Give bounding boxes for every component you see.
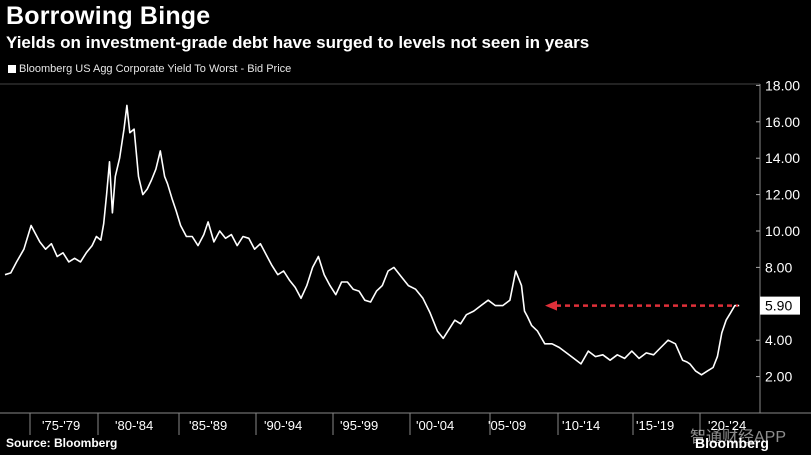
callout-label-box xyxy=(760,296,800,315)
brand-logo: Bloomberg xyxy=(695,435,769,451)
legend-label: Bloomberg US Agg Corporate Yield To Wors… xyxy=(19,63,292,75)
y-tick-label: 16.00 xyxy=(765,114,800,130)
series-layer xyxy=(4,104,740,376)
x-tick-label: '15-'19 xyxy=(636,418,674,433)
series-line xyxy=(4,104,740,376)
y-tick-label: 8.00 xyxy=(765,259,792,275)
y-tick-label: 12.00 xyxy=(765,187,800,203)
y-tick-label: 2.00 xyxy=(765,369,792,385)
x-tick-label: '90-'94 xyxy=(264,418,302,433)
x-tick-label: '10-'14 xyxy=(562,418,600,433)
y-tick-label: 14.00 xyxy=(765,150,800,166)
x-tick-label: '20-'24 xyxy=(708,418,746,433)
chart-axes: 18.00 16.00 14.00 12.00 10.00 8.00 4.00 2.00 '75… xyxy=(0,77,811,435)
chart-legend: Bloomberg US Agg Corporate Yield To Wors… xyxy=(8,63,291,75)
y-tick-label: 10.00 xyxy=(765,223,800,239)
x-tick-label: '75-'79 xyxy=(42,418,80,433)
source-note: Source: Bloomberg xyxy=(6,436,118,450)
x-tick-label: '05-'09 xyxy=(488,418,526,433)
callout-label: 5.90 xyxy=(765,298,792,314)
x-tick-label: '00-'04 xyxy=(416,418,454,433)
callout-arrowhead xyxy=(545,300,557,311)
x-tick-label: '95-'99 xyxy=(340,418,378,433)
callout-layer: 5.90 xyxy=(545,296,800,315)
chart-subtitle: Yields on investment-grade debt have sur… xyxy=(6,33,590,52)
watermark-text: 智通财经APP xyxy=(690,429,787,446)
y-tick-label: 4.00 xyxy=(765,332,792,348)
legend-swatch xyxy=(8,65,16,73)
x-tick-label: '85-'89 xyxy=(189,418,227,433)
y-tick-label: 18.00 xyxy=(765,77,800,93)
chart-title: Borrowing Binge xyxy=(6,2,211,30)
x-tick-label: '80-'84 xyxy=(115,418,153,433)
